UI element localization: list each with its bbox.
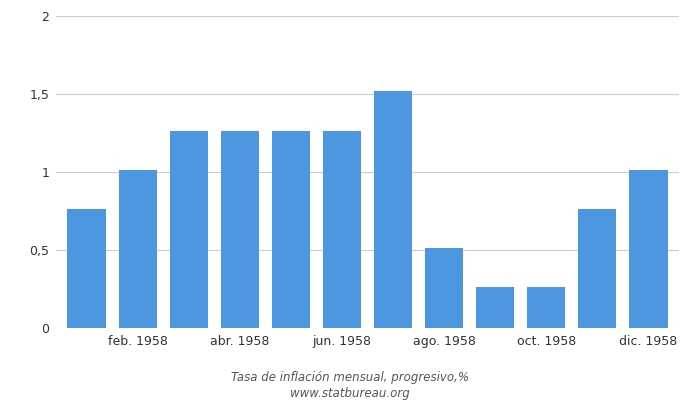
Bar	[118, 170, 157, 328]
Bar	[67, 210, 106, 328]
Text: www.statbureau.org: www.statbureau.org	[290, 388, 410, 400]
Bar	[220, 132, 259, 328]
Bar	[476, 288, 514, 328]
Bar	[578, 210, 617, 328]
Bar	[527, 288, 566, 328]
Text: Tasa de inflación mensual, progresivo,%: Tasa de inflación mensual, progresivo,%	[231, 372, 469, 384]
Bar	[272, 132, 310, 328]
Bar	[374, 91, 412, 328]
Bar	[323, 132, 361, 328]
Bar	[629, 170, 668, 328]
Bar	[169, 132, 208, 328]
Bar	[425, 248, 463, 328]
